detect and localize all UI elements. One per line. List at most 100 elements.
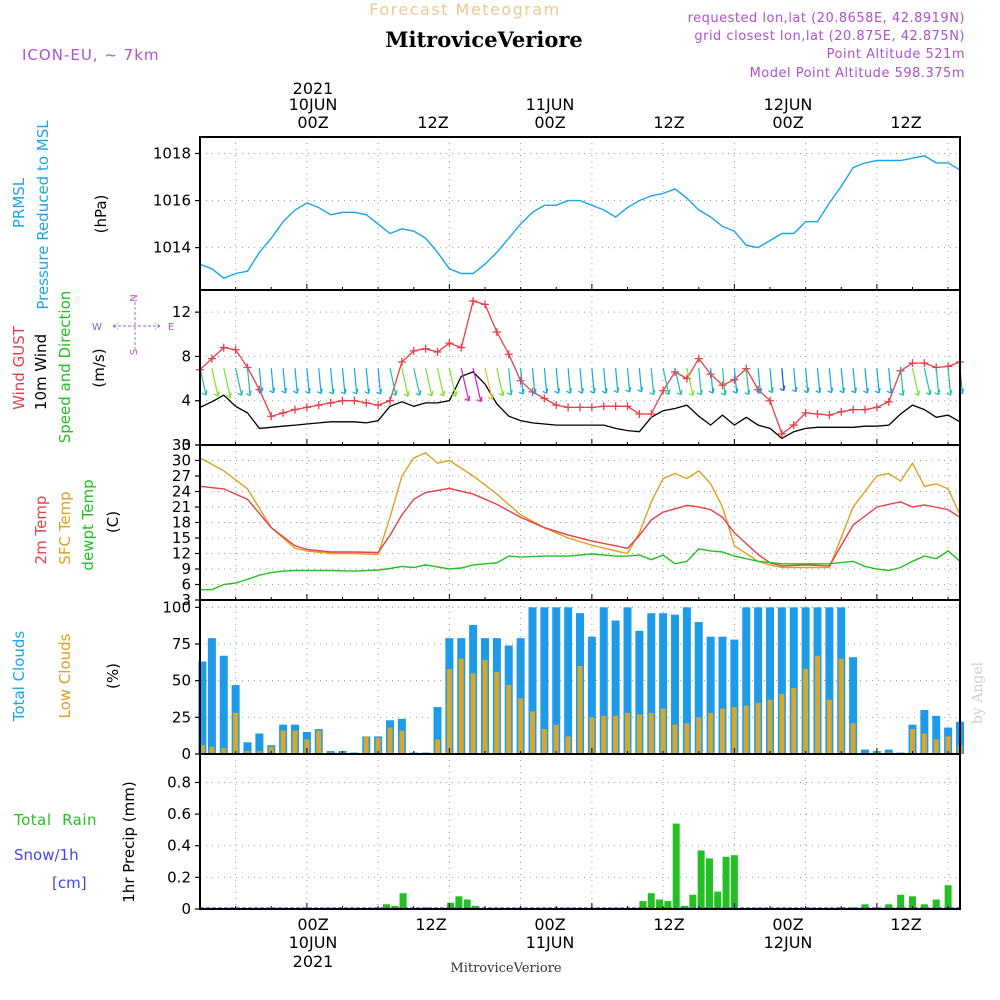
wind-gust-marker [837, 407, 846, 416]
wind-frame [199, 289, 961, 446]
low-cloud-bar [613, 715, 619, 754]
low-cloud-bar [755, 702, 761, 754]
low-cloud-bar [577, 666, 583, 754]
wind-gust-marker [421, 344, 430, 353]
wind-gust-marker [777, 429, 786, 438]
rain-bar [722, 856, 730, 909]
wind-direction-arrow [662, 368, 671, 396]
total-cloud-bar [540, 607, 549, 754]
total-cloud-bar [599, 607, 608, 754]
wind-direction-arrow [686, 368, 695, 397]
low-cloud-bar [672, 724, 678, 754]
wind-direction-arrow [696, 368, 703, 396]
rain-bar [920, 904, 928, 909]
precip-y-tick-label: 0.8 [167, 773, 191, 791]
rain-bar [705, 858, 713, 909]
location-title: MitroviceVeriore [385, 27, 583, 52]
low-cloud-bar [221, 748, 227, 754]
wind-gust-marker [481, 300, 489, 309]
total-cloud-bar [528, 607, 537, 754]
cloud-y-tick-label: 0 [181, 745, 191, 763]
rain-bar [730, 855, 738, 909]
wind-gust-marker [813, 410, 822, 418]
low-cloud-bar [292, 730, 298, 754]
wind-gust-marker [635, 410, 644, 418]
wind-gust-marker [338, 396, 347, 405]
wind-y-tick-label: 12 [172, 303, 191, 321]
axis-ticks: 1014101610180481236912151821242730330255… [153, 144, 949, 918]
rain-bar [463, 899, 471, 909]
low-cloud-bar [482, 660, 488, 754]
wind-direction-arrow [803, 368, 810, 394]
wind-direction-arrow [839, 368, 846, 394]
wind-gust-marker [231, 345, 240, 354]
wind-direction-arrow [898, 368, 905, 396]
wind-direction-arrow [328, 368, 335, 395]
low-cloud-bar [199, 745, 205, 754]
low-cloud-bar [601, 715, 607, 754]
wind-direction-arrow [744, 368, 751, 396]
low-cloud-bar [803, 668, 809, 754]
temp-dewpt-label: dewpt Temp [79, 479, 97, 570]
wind-direction-arrow [851, 368, 857, 394]
wind-direction-arrow [874, 368, 881, 394]
total-cloud-bar [433, 707, 442, 754]
precip-panel-labels: Total Rain Snow/1h [cm] 1hr Precip (mm) [13, 781, 138, 902]
wind-gust-marker [623, 402, 632, 411]
low-cloud-bar [245, 751, 250, 754]
wind-gust-marker [647, 410, 656, 418]
wind-direction-arrow [601, 368, 608, 394]
rain-bar [932, 899, 940, 909]
bottom-hour-label: 12Z [415, 915, 446, 934]
total-cloud-bar [777, 607, 786, 754]
rain-bar [447, 902, 455, 909]
wind-direction-arrow [863, 368, 869, 394]
wind-direction-arrow [376, 368, 383, 395]
low-cloud-bar [720, 708, 725, 754]
precip-y-tick-label: 0.2 [167, 868, 191, 886]
bottom-hour-label: 00Z [772, 915, 803, 934]
pressure-label: PRMSL [10, 177, 28, 228]
wind-direction-arrow [518, 368, 525, 395]
bottom-hour-label: 00Z [534, 915, 565, 934]
top-hour-label: 00Z [297, 113, 328, 132]
wind-direction-arrow [199, 368, 208, 396]
low-cloud-bar [708, 712, 714, 754]
bottom-hour-label: 00Z [297, 915, 328, 934]
temperature-y-tick-label: 9 [181, 560, 191, 578]
wind-direction-arrow [530, 368, 537, 395]
wind-direction-arrow [923, 368, 932, 396]
wind-direction-arrow [352, 368, 359, 395]
low-cloud-bar [435, 739, 440, 754]
wind-direction-arrow [625, 368, 632, 393]
temperature-y-tick-label: 27 [172, 467, 191, 485]
wind-gust-marker [397, 357, 406, 366]
total-cloud-bar [659, 613, 668, 754]
bottom-axis-labels: 00Z 10JUN 12Z 00Z 11JUN 12Z 00Z 12JUN 12… [289, 915, 922, 952]
wind-direction-arrow [946, 368, 953, 396]
bottom-hour-label: 12Z [653, 915, 684, 934]
wind-direction-arrow [613, 368, 620, 394]
wind-gust-line [199, 300, 961, 435]
wind-gust-marker [409, 346, 418, 355]
precip-frame [199, 753, 961, 910]
total-cloud-bar [730, 639, 739, 754]
wind-direction-arrow [496, 368, 505, 397]
pressure-label: Pressure Reduced to MSL [34, 120, 52, 310]
chart-marks [196, 155, 964, 909]
wind-direction-arrow [566, 368, 572, 394]
wind-gust-marker [302, 403, 311, 412]
low-clouds-label: Low Clouds [56, 633, 74, 718]
total-cloud-bar [706, 636, 715, 754]
low-cloud-bar [280, 730, 286, 754]
low-cloud-bar [945, 736, 951, 754]
snow-label: Snow/1h [14, 846, 79, 864]
forecast-title: Forecast Meteogram [369, 0, 560, 19]
rain-bar [944, 885, 952, 909]
compass-s: S [129, 349, 140, 355]
low-cloud-bar [387, 727, 393, 754]
snow-unit: [cm] [52, 874, 87, 892]
wind-gust-marker [599, 402, 608, 411]
low-cloud-bar [506, 685, 512, 754]
